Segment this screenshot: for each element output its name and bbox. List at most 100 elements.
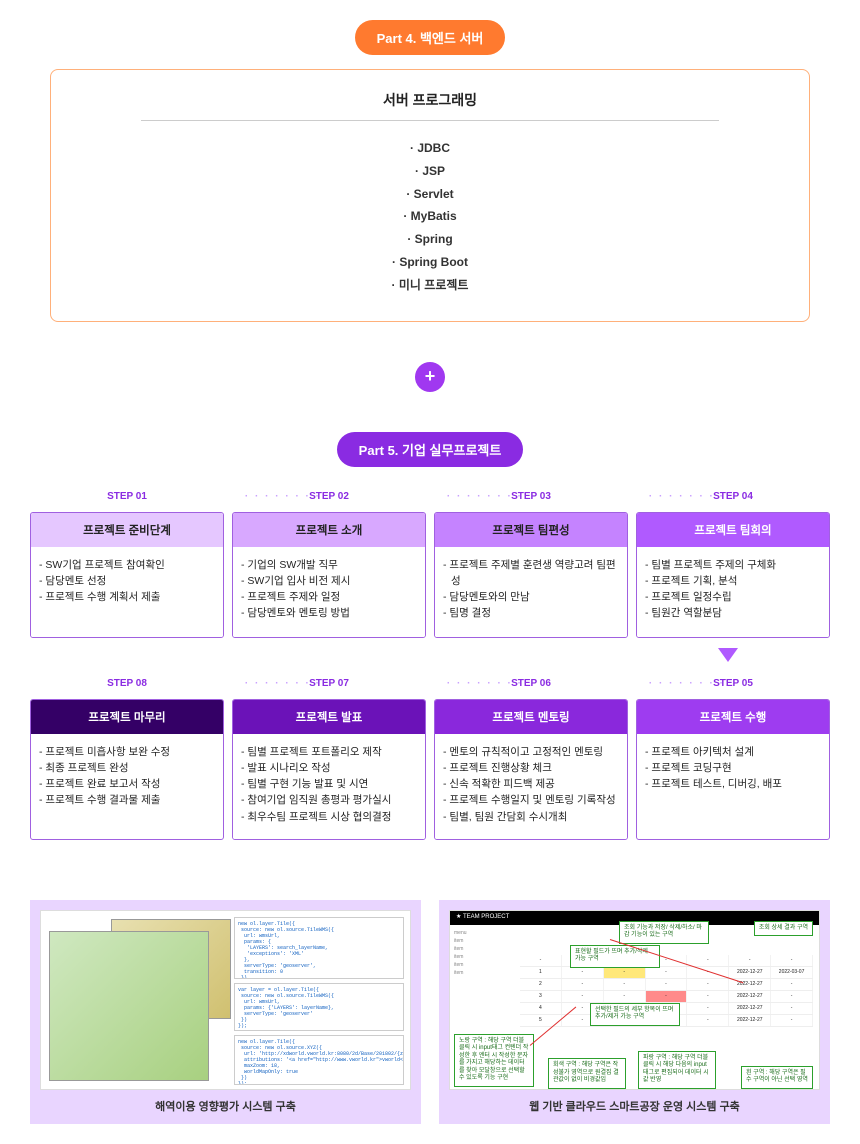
step-body: 프로젝트 미흡사항 보완 수정 최종 프로젝트 완성 프로젝트 완료 보고서 작… bbox=[31, 734, 223, 824]
step-card-6: 프로젝트 멘토링 멘토의 규칙적이고 고정적인 멘토링 프로젝트 진행상황 체크… bbox=[434, 699, 628, 840]
step-item: 프로젝트 일정수립 bbox=[645, 589, 821, 605]
part5-badge: Part 5. 기업 실무프로젝트 bbox=[337, 432, 524, 467]
step-body: SW기업 프로젝트 참여확인 담당멘토 선정 프로젝트 수행 계획서 제출 bbox=[31, 547, 223, 637]
part4-topic: Spring Boot bbox=[81, 251, 779, 274]
step-item: 팀별 구현 기능 발표 및 시연 bbox=[241, 776, 417, 792]
part4-card-title: 서버 프로그래밍 bbox=[141, 90, 719, 121]
plus-icon: + bbox=[415, 362, 445, 392]
plus-divider: + bbox=[30, 362, 830, 392]
step-item: 프로젝트 수행 결과물 제출 bbox=[39, 792, 215, 808]
step-item: 프로젝트 기획, 분석 bbox=[645, 573, 821, 589]
step-card-3: 프로젝트 팀편성 프로젝트 주제별 훈련생 역량고려 팀편성 담당멘토와의 만남… bbox=[434, 512, 628, 638]
step-card-1: 프로젝트 준비단계 SW기업 프로젝트 참여확인 담당멘토 선정 프로젝트 수행… bbox=[30, 512, 224, 638]
step-body: 기업의 SW개발 직무 SW기업 입사 비전 제시 프로젝트 주제와 일정 담당… bbox=[233, 547, 425, 637]
step-body: 멘토의 규칙적이고 고정적인 멘토링 프로젝트 진행상황 체크 신속 적확한 피… bbox=[435, 734, 627, 839]
step-body: 프로젝트 아키텍처 설계 프로젝트 코딩구현 프로젝트 테스트, 디버깅, 배포 bbox=[637, 734, 829, 824]
step-card-7: 프로젝트 발표 팀별 프로젝트 포트폴리오 제작 발표 시나리오 작성 팀별 구… bbox=[232, 699, 426, 840]
step-item: 담당멘토 선정 bbox=[39, 573, 215, 589]
step-labels-row1: STEP 01 STEP 02 STEP 03 STEP 04 bbox=[30, 487, 830, 506]
code-snippet: new ol.layer.Tile({ source: new ol.sourc… bbox=[234, 1035, 404, 1085]
step-card-2: 프로젝트 소개 기업의 SW개발 직무 SW기업 입사 비전 제시 프로젝트 주… bbox=[232, 512, 426, 638]
part4-topic: Spring bbox=[81, 228, 779, 251]
step-item: 프로젝트 수행일지 및 멘토링 기록작성 bbox=[443, 792, 619, 808]
callout: 흰 구역 : 해당 구역은 필수 구역이 아닌 선택 영역 bbox=[741, 1066, 813, 1089]
code-snippet: var layer = ol.layer.Tile({ source: new … bbox=[234, 983, 404, 1031]
step-card-4: 프로젝트 팀회의 팀별 프로젝트 주제의 구체화 프로젝트 기획, 분석 프로젝… bbox=[636, 512, 830, 638]
part4-card: 서버 프로그래밍 JDBC JSP Servlet MyBatis Spring… bbox=[50, 69, 810, 322]
part4-topic: Servlet bbox=[81, 183, 779, 206]
down-arrow-connector bbox=[30, 648, 830, 670]
step-label: STEP 08 bbox=[30, 674, 224, 693]
part4-badge: Part 4. 백엔드 서버 bbox=[355, 20, 506, 55]
callout: 노랑 구역 : 해당 구역 더블 클릭 시 input태그 컨텐더 작성한 후 … bbox=[454, 1034, 534, 1087]
part4-topic: MyBatis bbox=[81, 205, 779, 228]
step-item: 프로젝트 수행 계획서 제출 bbox=[39, 589, 215, 605]
step-item: 참여기업 임직원 총평과 평가실시 bbox=[241, 792, 417, 808]
step-body: 팀별 프로젝트 포트폴리오 제작 발표 시나리오 작성 팀별 구현 기능 발표 … bbox=[233, 734, 425, 839]
project-card-1: new ol.layer.Tile({ source: new ol.sourc… bbox=[30, 900, 421, 1124]
step-item: 최우수팀 프로젝트 시상 협의결정 bbox=[241, 809, 417, 825]
step-item: 최종 프로젝트 완성 bbox=[39, 760, 215, 776]
callout: 조회 상세 결과 구역 bbox=[754, 921, 813, 937]
step-label: STEP 07 bbox=[232, 674, 426, 693]
step-item: 팀별 프로젝트 주제의 구체화 bbox=[645, 557, 821, 573]
project-card-2: ★ TEAM PROJECT menuitemitemitemitemitem … bbox=[439, 900, 830, 1124]
callout: 회색 구역 : 해당 구역은 작성불가 영역으로 원결집 결관값이 없이 비경값… bbox=[548, 1058, 626, 1089]
step-item: 담당멘토와의 만남 bbox=[443, 589, 619, 605]
step-item: 팀원간 역할분담 bbox=[645, 605, 821, 621]
step-item: 팀명 결정 bbox=[443, 605, 619, 621]
step-label: STEP 02 bbox=[232, 487, 426, 506]
project-image-map: new ol.layer.Tile({ source: new ol.sourc… bbox=[40, 910, 411, 1090]
step-item: 프로젝트 테스트, 디버깅, 배포 bbox=[645, 776, 821, 792]
step-item: 멘토의 규칙적이고 고정적인 멘토링 bbox=[443, 744, 619, 760]
step-item: 프로젝트 완료 보고서 작성 bbox=[39, 776, 215, 792]
step-item: 프로젝트 코딩구현 bbox=[645, 760, 821, 776]
step-item: 신속 적확한 피드백 제공 bbox=[443, 776, 619, 792]
step-item: 팀별, 팀원 간담회 수시개최 bbox=[443, 809, 619, 825]
callout: 선택한 필드의 세부 항목이 뜨며 추가/제거 가능 구역 bbox=[590, 1003, 680, 1026]
step-labels-row2: STEP 08 STEP 07 STEP 06 STEP 05 bbox=[30, 674, 830, 693]
step-item: 프로젝트 미흡사항 보완 수정 bbox=[39, 744, 215, 760]
step-body: 팀별 프로젝트 주제의 구체화 프로젝트 기획, 분석 프로젝트 일정수립 팀원… bbox=[637, 547, 829, 637]
step-card-8: 프로젝트 마무리 프로젝트 미흡사항 보완 수정 최종 프로젝트 완성 프로젝트… bbox=[30, 699, 224, 840]
step-item: 팀별 프로젝트 포트폴리오 제작 bbox=[241, 744, 417, 760]
step-head: 프로젝트 멘토링 bbox=[435, 700, 627, 734]
step-item: 담당멘토와 멘토링 방법 bbox=[241, 605, 417, 621]
step-item: 프로젝트 주제별 훈련생 역량고려 팀편성 bbox=[443, 557, 619, 590]
part4-badge-row: Part 4. 백엔드 서버 bbox=[30, 20, 830, 55]
step-item: 발표 시나리오 작성 bbox=[241, 760, 417, 776]
step-label: STEP 01 bbox=[30, 487, 224, 506]
project-showcase: new ol.layer.Tile({ source: new ol.sourc… bbox=[30, 900, 830, 1124]
step-label: STEP 03 bbox=[434, 487, 628, 506]
project-caption: 웹 기반 클라우드 스마트공장 운영 시스템 구축 bbox=[449, 1090, 820, 1116]
step-head: 프로젝트 준비단계 bbox=[31, 513, 223, 547]
step-item: 프로젝트 아키텍처 설계 bbox=[645, 744, 821, 760]
step-label: STEP 05 bbox=[636, 674, 830, 693]
part4-topic: JSP bbox=[81, 160, 779, 183]
map-thumb-icon bbox=[49, 931, 209, 1081]
project-caption: 해역이용 영향평가 시스템 구축 bbox=[40, 1090, 411, 1116]
part5-badge-row: Part 5. 기업 실무프로젝트 bbox=[30, 432, 830, 467]
step-head: 프로젝트 소개 bbox=[233, 513, 425, 547]
project-image-dashboard: ★ TEAM PROJECT menuitemitemitemitemitem … bbox=[449, 910, 820, 1090]
step-card-5: 프로젝트 수행 프로젝트 아키텍처 설계 프로젝트 코딩구현 프로젝트 테스트,… bbox=[636, 699, 830, 840]
callout: 조회 기능과 저장/ 삭제/하소/ 마감 기능이 있는 구역 bbox=[619, 921, 709, 944]
steps-row2: 프로젝트 마무리 프로젝트 미흡사항 보완 수정 최종 프로젝트 완성 프로젝트… bbox=[30, 699, 830, 840]
step-head: 프로젝트 발표 bbox=[233, 700, 425, 734]
step-body: 프로젝트 주제별 훈련생 역량고려 팀편성 담당멘토와의 만남 팀명 결정 bbox=[435, 547, 627, 637]
dashboard-body: menuitemitemitemitemitem ------- 1----20… bbox=[450, 925, 819, 1090]
step-head: 프로젝트 수행 bbox=[637, 700, 829, 734]
part4-topic-list: JDBC JSP Servlet MyBatis Spring Spring B… bbox=[81, 137, 779, 297]
step-label: STEP 04 bbox=[636, 487, 830, 506]
step-item: SW기업 프로젝트 참여확인 bbox=[39, 557, 215, 573]
step-item: 기업의 SW개발 직무 bbox=[241, 557, 417, 573]
part4-topic: 미니 프로젝트 bbox=[81, 274, 779, 297]
step-item: 프로젝트 진행상황 체크 bbox=[443, 760, 619, 776]
callout: 표현할 필드가 뜨며 추가/삭제 가능 구역 bbox=[570, 945, 660, 968]
step-head: 프로젝트 팀회의 bbox=[637, 513, 829, 547]
step-item: 프로젝트 주제와 일정 bbox=[241, 589, 417, 605]
part4-topic: JDBC bbox=[81, 137, 779, 160]
step-head: 프로젝트 팀편성 bbox=[435, 513, 627, 547]
steps-row1: 프로젝트 준비단계 SW기업 프로젝트 참여확인 담당멘토 선정 프로젝트 수행… bbox=[30, 512, 830, 638]
step-label: STEP 06 bbox=[434, 674, 628, 693]
